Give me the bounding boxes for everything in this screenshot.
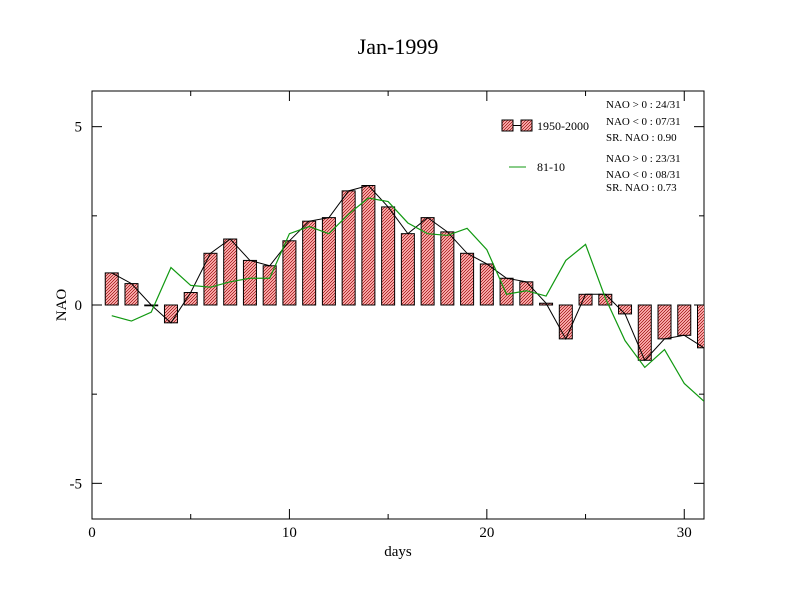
bar-day-30: [677, 304, 692, 336]
stat-8110-positive: NAO > 0 : 23/31: [606, 153, 681, 165]
bar-day-12: [321, 217, 336, 306]
y-tick-label-5: 5: [75, 120, 83, 136]
x-tick-label-10: 10: [282, 525, 297, 541]
bar-day-11: [302, 220, 317, 306]
bar-day-22: [519, 281, 534, 306]
bar-day-28: [637, 304, 652, 361]
bars-series: [104, 185, 704, 361]
chart-title: Jan-1999: [358, 34, 439, 59]
bar-day-2: [124, 283, 139, 306]
bar-day-19: [460, 252, 475, 306]
axis-ticks: 0 10 20 30 5 0 -5: [70, 91, 704, 541]
series-81-10-line: [111, 197, 704, 402]
legend-swatch-bar-right: [520, 119, 533, 132]
legend-swatch-bar-left: [501, 119, 514, 132]
bar-day-31: [697, 304, 704, 349]
stat-8110-sr: SR. NAO : 0.73: [606, 182, 677, 194]
stat-1950-sr: SR. NAO : 0.90: [606, 132, 677, 144]
bar-day-20: [479, 263, 494, 306]
legend-label-1950-2000: 1950-2000: [537, 119, 589, 133]
bar-day-8: [242, 259, 257, 306]
bar-day-16: [400, 233, 415, 306]
bar-day-26: [598, 293, 613, 306]
y-axis-label: NAO: [54, 289, 70, 322]
bar-day-4: [163, 304, 178, 324]
x-tick-label-30: 30: [677, 525, 692, 541]
bar-day-13: [341, 190, 356, 306]
x-axis-label: days: [384, 544, 412, 560]
bar-day-1: [104, 272, 119, 306]
legend-label-81-10: 81-10: [537, 160, 565, 174]
bar-day-7: [223, 238, 238, 306]
stats-block: NAO > 0 : 24/31 NAO < 0 : 07/31 SR. NAO …: [606, 99, 681, 194]
series-1950-2000-line: [111, 184, 704, 362]
bar-day-18: [440, 231, 455, 306]
bar-day-14: [361, 185, 376, 306]
bar-day-6: [203, 252, 218, 306]
x-tick-label-0: 0: [88, 525, 96, 541]
bar-day-15: [381, 206, 396, 306]
legend: 1950-2000 81-10: [501, 119, 589, 174]
bar-day-9: [262, 265, 277, 306]
bar-day-21: [499, 277, 514, 306]
stat-1950-positive: NAO > 0 : 24/31: [606, 99, 681, 111]
y-tick-label-0: 0: [75, 298, 83, 314]
stat-1950-negative: NAO < 0 : 07/31: [606, 116, 681, 128]
bar-day-29: [657, 304, 672, 340]
bar-day-24: [558, 304, 573, 340]
x-tick-label-20: 20: [479, 525, 494, 541]
y-tick-label--5: -5: [70, 476, 83, 492]
stat-8110-negative: NAO < 0 : 08/31: [606, 169, 681, 181]
line-series: [111, 184, 704, 402]
bar-day-10: [282, 240, 297, 306]
